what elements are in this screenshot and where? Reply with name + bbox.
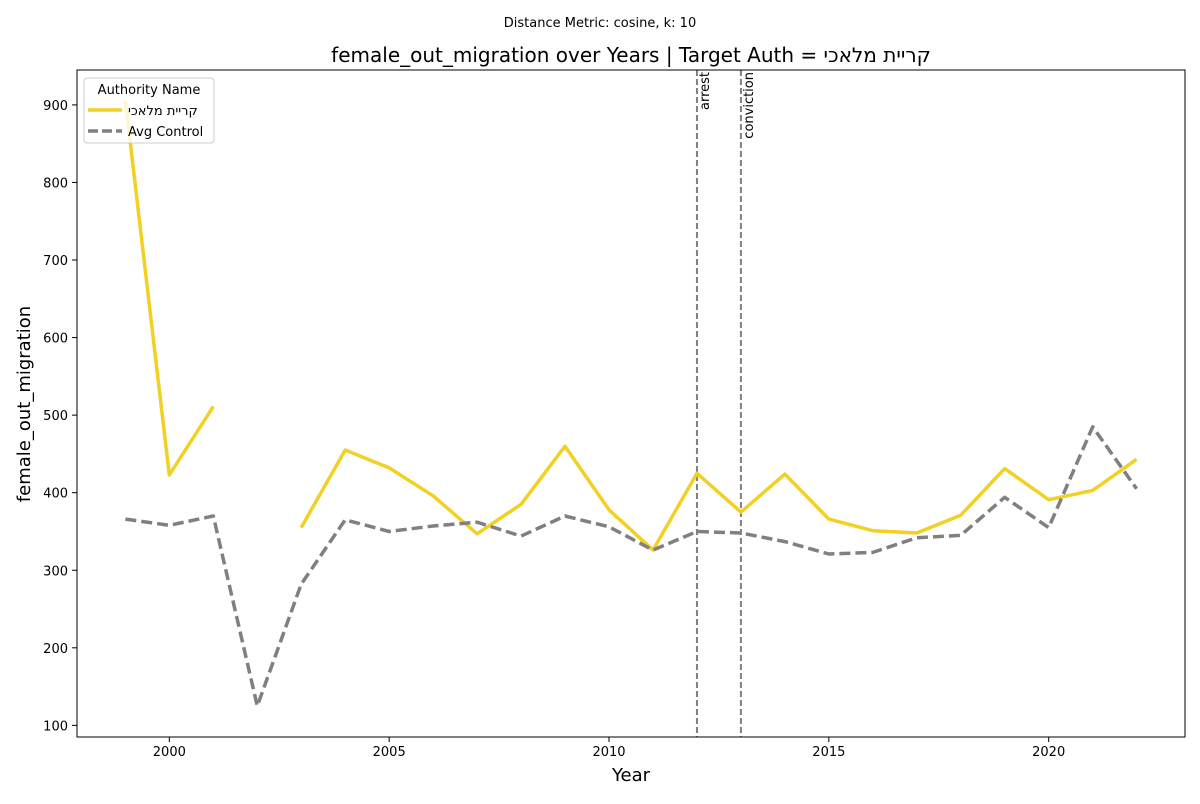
legend-label-control: Avg Control (128, 125, 203, 140)
x-axis-ticks: 2000 2005 2010 2015 2020 (153, 737, 1065, 760)
plot-area-frame (76, 69, 1186, 738)
series-line-0-segment-0 (123, 100, 215, 477)
x-tick-label: 2005 (373, 745, 406, 760)
y-tick-label: 500 (43, 409, 68, 424)
y-tick-label: 400 (43, 487, 68, 502)
y-tick-label: 100 (43, 719, 68, 734)
annotation-label-arrest: arrest (698, 72, 713, 110)
y-axis-label: female_out_migration (14, 306, 35, 502)
x-tick-label: 2015 (812, 745, 845, 760)
legend-box (83, 77, 215, 144)
y-tick-label: 800 (43, 176, 68, 191)
x-tick-label: 2020 (1032, 745, 1065, 760)
y-tick-label: 700 (43, 254, 68, 269)
series-line-0-segment-1 (299, 444, 1138, 552)
x-tick-label: 2000 (153, 745, 186, 760)
x-tick-label: 2010 (592, 745, 625, 760)
series-line-1-segment-0 (125, 425, 1139, 708)
x-axis-label: Year (611, 765, 651, 786)
plot-marks: arrest conviction (123, 70, 1139, 737)
y-tick-label: 600 (43, 332, 68, 347)
y-axis-ticks: 100 200 300 400 500 600 700 800 900 (43, 99, 77, 734)
legend: Authority Name קריית מלאכי Avg Control (83, 77, 215, 144)
chart-suptitle: Distance Metric: cosine, k: 10 (504, 16, 696, 31)
legend-label-target: קריית מלאכי (128, 104, 198, 119)
annotation-label-conviction: conviction (742, 72, 757, 139)
legend-title: Authority Name (98, 83, 201, 98)
y-tick-label: 900 (43, 99, 68, 114)
y-tick-label: 300 (43, 564, 68, 579)
chart-title: female_out_migration over Years | Target… (331, 43, 931, 67)
y-tick-label: 200 (43, 642, 68, 657)
